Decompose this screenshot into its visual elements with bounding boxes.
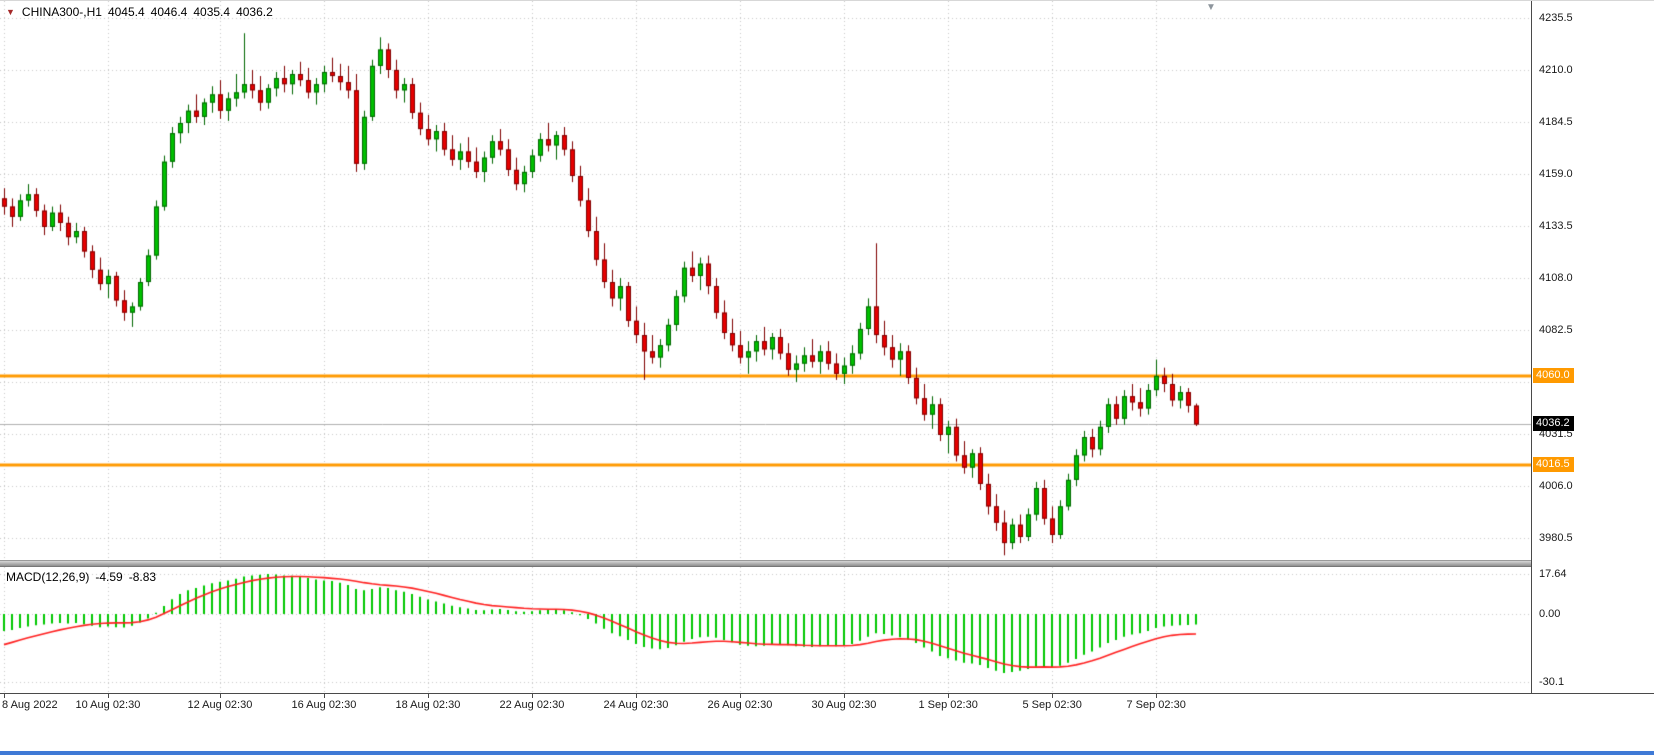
time-axis-tick <box>324 694 325 698</box>
macd-value: -4.59 <box>95 570 123 584</box>
price-axis-label: 4210.0 <box>1539 63 1573 76</box>
time-axis-tick <box>108 694 109 698</box>
window-bottom-border <box>0 751 1654 755</box>
chart-shift-marker-icon[interactable]: ▼ <box>1206 2 1216 13</box>
time-axis-label: 18 Aug 02:30 <box>395 699 461 711</box>
hline-price-label: 4016.5 <box>1533 456 1574 472</box>
time-axis-tick <box>1052 694 1053 698</box>
time-axis-label: 26 Aug 02:30 <box>707 699 773 711</box>
ohlc-close: 4036.2 <box>236 5 273 19</box>
time-axis-tick <box>428 694 429 698</box>
macd-axis-label: -30.1 <box>1539 676 1565 689</box>
time-axis-tick <box>1156 694 1157 698</box>
current-price-label: 4036.2 <box>1533 416 1574 432</box>
time-axis[interactable]: 8 Aug 2022 10 Aug 02:30 12 Aug 02:30 16 Aug… <box>0 693 1654 719</box>
price-axis-label: 4235.5 <box>1539 11 1573 24</box>
macd-axis-label: 0.00 <box>1539 607 1561 620</box>
time-axis-label: 10 Aug 02:30 <box>75 699 141 711</box>
macd-axis-label: 17.64 <box>1539 567 1567 580</box>
price-axis-label: 4133.5 <box>1539 219 1573 232</box>
ohlc-low: 4035.4 <box>193 5 231 19</box>
time-axis-label: 12 Aug 02:30 <box>187 699 253 711</box>
price-axis-label: 4082.5 <box>1539 323 1573 336</box>
time-axis-tick <box>948 694 949 698</box>
time-axis-label: 22 Aug 02:30 <box>499 699 565 711</box>
hline-price-label: 4060.0 <box>1533 367 1574 383</box>
chart-header: ▼ CHINA300-,H1 4045.4 4046.4 4035.4 4036… <box>6 5 273 19</box>
price-axis-label: 4006.0 <box>1539 479 1573 492</box>
price-axis[interactable]: 4235.5 4210.0 4184.5 4159.0 4133.5 4108.0 4082… <box>1531 1 1654 693</box>
time-axis-tick <box>740 694 741 698</box>
macd-signal-value: -8.83 <box>128 570 157 584</box>
time-axis-tick <box>220 694 221 698</box>
time-axis-label: 24 Aug 02:30 <box>603 699 669 711</box>
macd-indicator-label: MACD(12,26,9) -4.59 -8.83 <box>6 570 156 584</box>
price-axis-label: 4159.0 <box>1539 167 1573 180</box>
price-chart-canvas[interactable] <box>0 1 1531 560</box>
time-axis-tick <box>844 694 845 698</box>
symbol-timeframe-label: CHINA300-,H1 <box>21 5 102 19</box>
time-axis-label: 5 Sep 02:30 <box>1022 699 1082 711</box>
time-axis-label: 30 Aug 02:30 <box>811 699 877 711</box>
macd-name: MACD(12,26,9) <box>6 570 90 584</box>
price-axis-label: 4108.0 <box>1539 271 1573 284</box>
price-axis-label: 4184.5 <box>1539 115 1573 128</box>
time-axis-tick <box>4 694 5 698</box>
time-axis-label: 16 Aug 02:30 <box>291 699 357 711</box>
macd-pane-canvas[interactable] <box>0 567 1531 693</box>
ohlc-open: 4045.4 <box>107 5 145 19</box>
symbol-dropdown-icon: ▼ <box>6 7 15 17</box>
pane-splitter[interactable] <box>0 560 1654 567</box>
time-axis-tick <box>532 694 533 698</box>
time-axis-label: 8 Aug 2022 <box>2 699 58 711</box>
time-axis-tick <box>636 694 637 698</box>
time-axis-label: 1 Sep 02:30 <box>918 699 978 711</box>
ohlc-high: 4046.4 <box>150 5 188 19</box>
time-axis-label: 7 Sep 02:30 <box>1126 699 1186 711</box>
price-axis-label: 3980.5 <box>1539 531 1573 544</box>
